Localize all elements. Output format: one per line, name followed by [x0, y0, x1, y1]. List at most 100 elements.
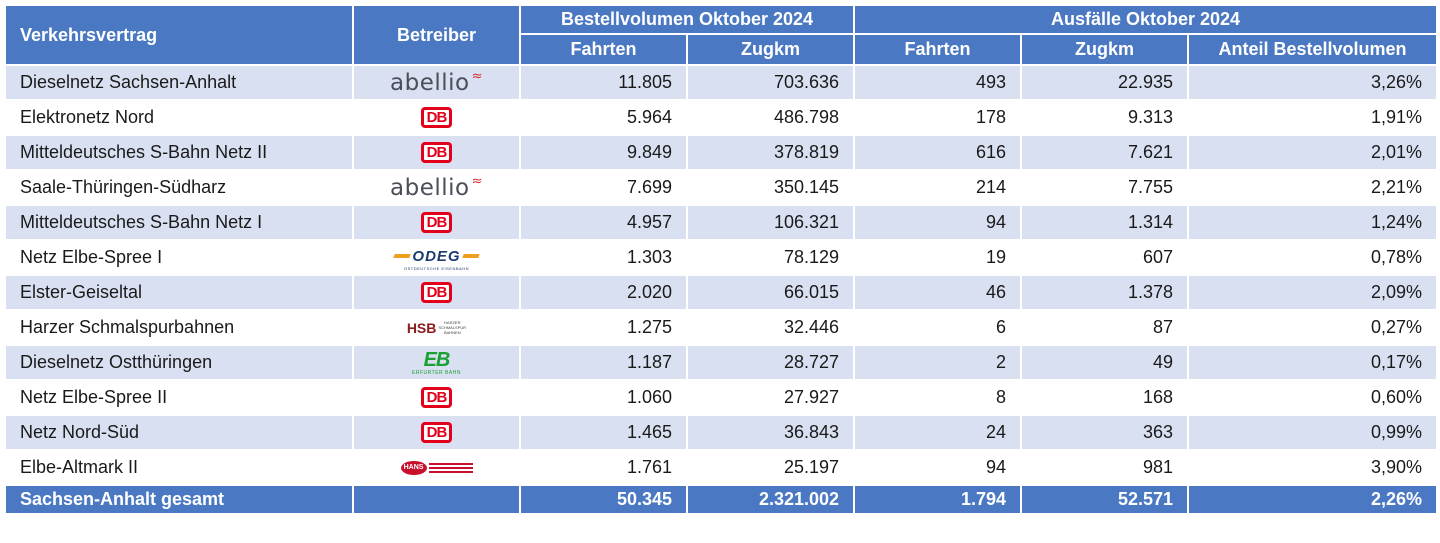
failed-train-km: 607 [1020, 239, 1190, 276]
db-logo-icon: DB [421, 142, 452, 163]
odeg-stripe-left [393, 254, 412, 258]
header-share: Anteil Bestellvolumen [1187, 33, 1439, 66]
abellio-logo-icon: abellio ≈ [390, 174, 483, 201]
db-logo-icon: DB [421, 282, 452, 303]
abellio-wordmark: abellio [390, 175, 470, 201]
table-row: Saale-Thüringen-Südharz abellio ≈ 7.699 350.… [4, 169, 1439, 206]
ordered-trips: 4.957 [519, 204, 688, 241]
hans-line [428, 466, 473, 469]
failed-train-km: 363 [1020, 414, 1190, 451]
abellio-wave-icon: ≈ [471, 69, 483, 84]
hsb-logo-icon: HSB HARZER SCHMALSPUR BAHNEN [407, 320, 466, 336]
hsb-small-line: HARZER [444, 320, 461, 325]
total-share: 2,26% [1187, 484, 1439, 515]
table-row: Netz Nord-Süd DB 1.465 36.843 24 363 0,99% [4, 414, 1439, 451]
operator-cell: abellio ≈ [352, 169, 521, 206]
ordered-trips: 1.275 [519, 309, 688, 346]
failure-share: 1,91% [1187, 99, 1439, 136]
hans-badge: HANS [400, 460, 427, 475]
operator-logo: ODEG OSTDEUTSCHE EISENBAHN [392, 245, 480, 273]
ordered-train-km: 350.145 [685, 169, 856, 206]
eb-logo-icon: EB ERFURTER BAHN [412, 350, 461, 376]
total-trips: 50.345 [519, 484, 688, 515]
total-row: Sachsen-Anhalt gesamt 50.345 2.321.002 1… [4, 484, 1439, 515]
hsb-small-line: BAHNEN [443, 330, 461, 335]
hans-logo-icon: HANS [400, 460, 473, 475]
header-trips: Fahrten [519, 33, 688, 66]
operator-cell: HANS [352, 449, 521, 486]
failed-train-km: 168 [1020, 379, 1190, 416]
contract-name: Harzer Schmalspurbahnen [4, 309, 354, 346]
db-logo-icon: DB [421, 212, 452, 233]
header-train-km: Zugkm [685, 33, 856, 66]
failure-share: 3,90% [1187, 449, 1439, 486]
failure-share: 2,21% [1187, 169, 1439, 206]
ordered-trips: 1.761 [519, 449, 688, 486]
operator-cell: DB [352, 379, 521, 416]
hsb-small-line: SCHMALSPUR [438, 325, 467, 330]
ordered-train-km: 78.129 [685, 239, 856, 276]
operator-cell: DB [352, 274, 521, 311]
traffic-contract-table: Verkehrsvertrag Betreiber Bestellvolumen… [4, 4, 1439, 515]
hsb-wordmark: HSB [406, 319, 437, 336]
contract-name: Dieselnetz Ostthüringen [4, 344, 354, 381]
ordered-trips: 9.849 [519, 134, 688, 171]
contract-name: Mitteldeutsches S-Bahn Netz II [4, 134, 354, 171]
ordered-train-km: 66.015 [685, 274, 856, 311]
header-operator: Betreiber [352, 4, 521, 66]
odeg-wordmark-row: ODEG [392, 248, 480, 265]
failed-train-km: 7.621 [1020, 134, 1190, 171]
contract-name: Netz Elbe-Spree I [4, 239, 354, 276]
table-row: Netz Elbe-Spree I ODEG OSTDEUTSCHE EISENBA… [4, 239, 1439, 276]
ordered-train-km: 378.819 [685, 134, 856, 171]
contract-name: Elster-Geiseltal [4, 274, 354, 311]
failure-share: 2,09% [1187, 274, 1439, 311]
ordered-train-km: 486.798 [685, 99, 856, 136]
operator-logo: DB [421, 419, 452, 447]
failed-trips: 178 [853, 99, 1023, 136]
failure-share: 0,78% [1187, 239, 1439, 276]
ordered-trips: 1.465 [519, 414, 688, 451]
contract-name: Elbe-Altmark II [4, 449, 354, 486]
contract-name: Saale-Thüringen-Südharz [4, 169, 354, 206]
ordered-train-km: 703.636 [685, 64, 856, 101]
table-row: Dieselnetz Sachsen-Anhalt abellio ≈11.805 7… [4, 64, 1439, 101]
table-row: Mitteldeutsches S-Bahn Netz II DB 9.849 378… [4, 134, 1439, 171]
operator-logo: HANS [400, 454, 473, 482]
failed-train-km: 87 [1020, 309, 1190, 346]
operator-cell: abellio ≈ [352, 64, 521, 101]
operator-cell: ODEG OSTDEUTSCHE EISENBAHN [352, 239, 521, 276]
operator-logo: DB [421, 279, 452, 307]
failure-share: 0,60% [1187, 379, 1439, 416]
table-row: Mitteldeutsches S-Bahn Netz I DB 4.957 106.… [4, 204, 1439, 241]
ordered-trips: 1.060 [519, 379, 688, 416]
ordered-train-km: 32.446 [685, 309, 856, 346]
header-failed-trips: Fahrten [853, 33, 1023, 66]
operator-cell: DB [352, 99, 521, 136]
hans-line [428, 470, 473, 473]
eb-wordmark: EB [423, 348, 451, 371]
failed-train-km: 1.314 [1020, 204, 1190, 241]
ordered-train-km: 28.727 [685, 344, 856, 381]
db-logo-icon: DB [421, 107, 452, 128]
operator-logo: DB [421, 209, 452, 237]
header-failed-train-km: Zugkm [1020, 33, 1190, 66]
operator-logo: abellio ≈ [390, 174, 483, 202]
ordered-trips: 7.699 [519, 169, 688, 206]
hsb-small-text: HARZER SCHMALSPUR BAHNEN [438, 320, 466, 335]
total-operator-cell [352, 484, 521, 515]
db-logo-icon: DB [421, 422, 452, 443]
ordered-trips: 1.187 [519, 344, 688, 381]
ordered-trips: 11.805 [519, 64, 688, 101]
total-label: Sachsen-Anhalt gesamt [4, 484, 354, 515]
failure-share: 3,26% [1187, 64, 1439, 101]
eb-subtitle: ERFURTER BAHN [412, 369, 461, 376]
failed-train-km: 49 [1020, 344, 1190, 381]
header-failures: Ausfälle Oktober 2024 [853, 4, 1439, 35]
odeg-wordmark: ODEG [412, 247, 461, 265]
header-ordered-volume: Bestellvolumen Oktober 2024 [518, 4, 856, 35]
failed-train-km: 22.935 [1020, 64, 1190, 101]
db-logo-icon: DB [421, 387, 452, 408]
operator-logo: EB ERFURTER BAHN [412, 349, 461, 377]
table-row: Harzer Schmalspurbahnen HSB HARZER SCHMALSP… [4, 309, 1439, 346]
